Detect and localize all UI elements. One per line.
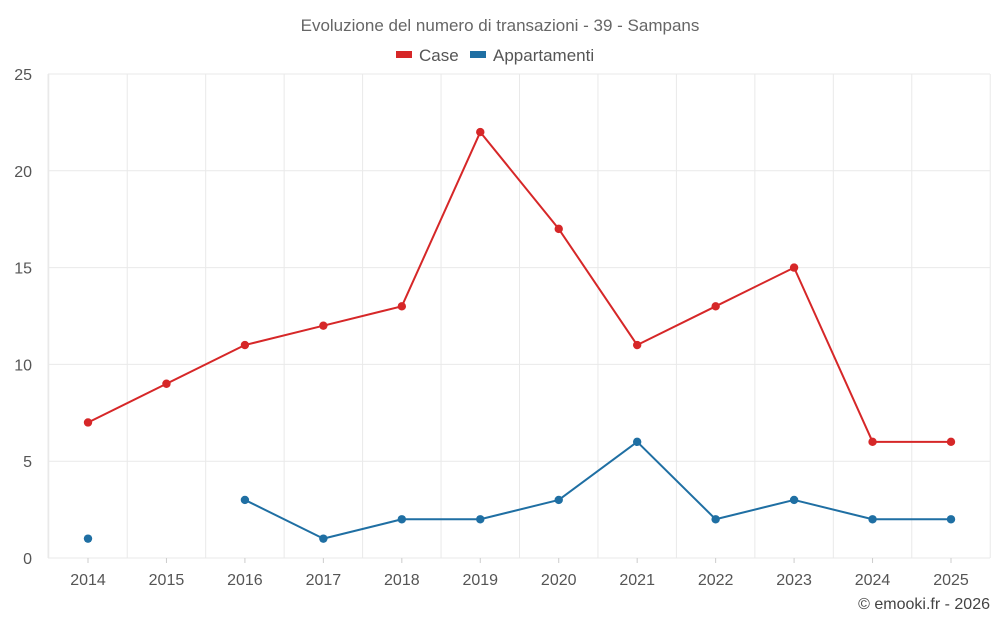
x-tick-label-2019: 2019	[462, 572, 498, 589]
y-tick-label-0: 0	[23, 551, 32, 568]
y-tick-label-10: 10	[14, 357, 32, 374]
x-tick-label-2016: 2016	[227, 572, 263, 589]
legend: Case Appartamenti	[396, 46, 594, 65]
data-point-case-2023	[789, 263, 799, 272]
x-tick-label-2024: 2024	[855, 572, 891, 589]
data-point-appartamenti-2023	[789, 495, 799, 505]
legend-swatch-case	[396, 51, 412, 58]
data-point-appartamenti-2014	[83, 534, 93, 543]
x-tick-label-2023: 2023	[776, 572, 812, 589]
data-point-case-2016	[240, 340, 250, 350]
series-group	[83, 127, 956, 543]
data-point-appartamenti-2024	[868, 515, 877, 524]
chart-title: Evoluzione del numero di transazioni - 3…	[301, 16, 700, 35]
legend-label-appartamenti: Appartamenti	[493, 46, 594, 65]
credit-text: © emooki.fr - 2026	[858, 596, 990, 613]
legend-swatch-appartamenti	[470, 51, 486, 58]
series-line-appartamenti-1	[244, 440, 951, 540]
legend-label-case: Case	[419, 46, 459, 65]
y-tick-label-15: 15	[14, 261, 32, 278]
y-tick-label-20: 20	[14, 164, 32, 181]
x-tick-label-2021: 2021	[619, 572, 655, 589]
grid	[47, 73, 991, 559]
x-tick-label-2025: 2025	[933, 572, 969, 589]
y-tick-label-5: 5	[23, 454, 32, 471]
data-point-appartamenti-2019	[476, 515, 485, 524]
data-point-case-2014	[83, 418, 93, 427]
x-tick-label-2017: 2017	[306, 572, 342, 589]
data-point-appartamenti-2016	[240, 495, 250, 505]
data-point-case-2022	[711, 302, 720, 311]
data-point-appartamenti-2025	[946, 515, 956, 524]
data-point-case-2021	[632, 340, 642, 350]
data-point-appartamenti-2022	[711, 515, 720, 524]
x-tick-label-2018: 2018	[384, 572, 420, 589]
x-tick-label-2014: 2014	[70, 572, 106, 589]
data-point-case-2017	[319, 321, 328, 330]
y-axis: 0 5 10 15 20 25	[14, 67, 32, 568]
data-point-appartamenti-2018	[397, 515, 407, 524]
data-point-case-2020	[554, 224, 563, 234]
x-axis: 2014 2015 2016 2017 2018 2019 2020 2021 2022 2023…	[70, 558, 969, 589]
x-tick-label-2022: 2022	[698, 572, 734, 589]
data-point-case-2024	[868, 437, 877, 447]
data-point-case-2015	[162, 379, 171, 388]
x-tick-label-2020: 2020	[541, 572, 577, 589]
data-point-appartamenti-2021	[632, 437, 642, 447]
x-tick-label-2015: 2015	[149, 572, 185, 589]
data-point-case-2018	[397, 302, 407, 311]
data-point-case-2019	[476, 127, 485, 137]
data-point-appartamenti-2017	[319, 534, 328, 543]
data-point-appartamenti-2020	[554, 495, 563, 505]
y-tick-label-25: 25	[14, 67, 32, 84]
series-line-case-0	[87, 131, 951, 443]
data-point-case-2025	[946, 437, 956, 447]
